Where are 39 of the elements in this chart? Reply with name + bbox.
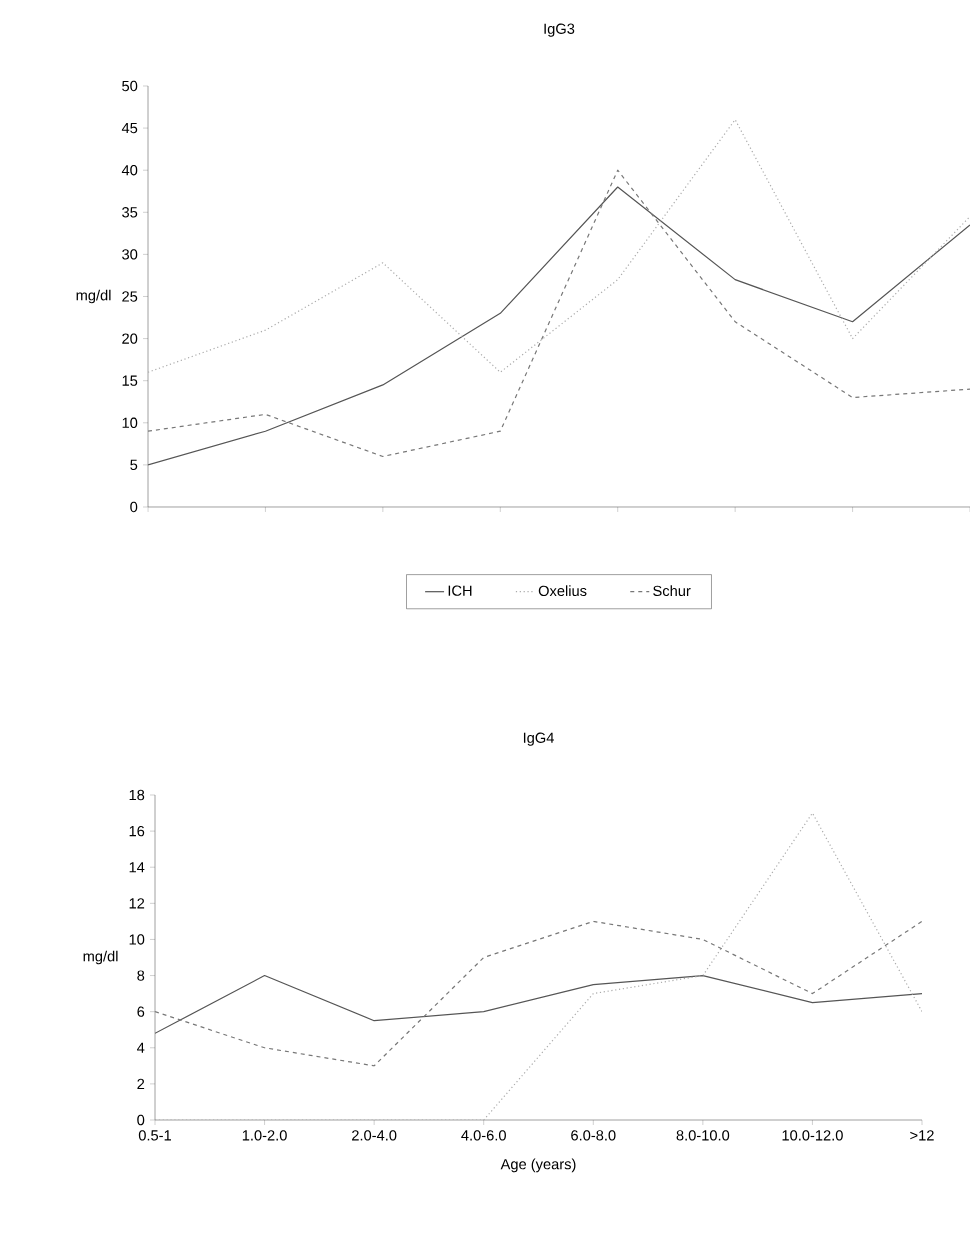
y-tick-label: 16 [129,825,145,837]
x-tick-label: >12 [910,1130,934,1141]
y-tick-label: 20 [122,333,138,344]
y-axis-title: mg/dl [83,950,118,965]
y-tick-label: 50 [122,80,138,92]
x-tick-label: 10.0-12.0 [782,1130,843,1141]
y-tick-label: 0 [137,1114,145,1126]
y-tick-label: 25 [122,291,138,302]
legend-label: Schur [653,585,691,597]
y-tick-label: 40 [121,165,138,176]
x-tick-label: 8.0-10.0 [676,1130,730,1141]
y-tick-label: 0 [130,501,138,513]
y-tick-label: 12 [129,898,145,909]
x-tick-label: 0.5-1 [138,1130,171,1141]
y-tick-label: 35 [122,207,138,218]
y-tick-label: 5 [130,459,138,471]
x-tick-label: 1.0-2.0 [242,1130,287,1141]
x-tick-label: 2.0-4.0 [352,1130,397,1141]
x-tick-label: 6.0-8.0 [571,1130,616,1141]
y-tick-label: 10 [129,934,145,945]
y-tick-label: 2 [137,1078,145,1090]
y-axis-title: mg/dl [76,289,111,304]
legend-label: ICH [448,585,472,596]
y-tick-label: 15 [122,375,138,386]
chart-title: IgG3 [544,23,575,37]
y-tick-label: 18 [129,789,145,801]
line-series [155,920,922,1067]
y-tick-label: 4 [137,1042,145,1053]
x-axis-title: Age (years) [500,1158,576,1173]
y-tick-label: 10 [122,417,138,428]
y-tick-label: 8 [137,970,145,981]
y-tick-label: 45 [121,122,138,134]
chart-title: IgG4 [523,732,554,746]
y-tick-label: 14 [129,862,145,873]
legend-label: Oxelius [538,585,587,597]
x-tick-label: 4.0-6.0 [461,1130,506,1141]
y-tick-label: 30 [122,249,138,260]
y-tick-label: 6 [137,1006,145,1017]
line-series [148,119,970,373]
